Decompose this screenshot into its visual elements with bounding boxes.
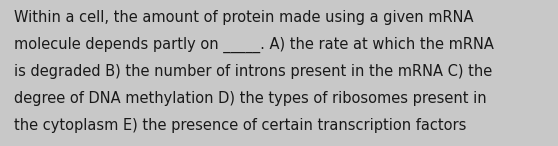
Text: molecule depends partly on _____. A) the rate at which the mRNA: molecule depends partly on _____. A) the… — [14, 37, 494, 53]
Text: degree of DNA methylation D) the types of ribosomes present in: degree of DNA methylation D) the types o… — [14, 91, 487, 106]
Text: is degraded B) the number of introns present in the mRNA C) the: is degraded B) the number of introns pre… — [14, 64, 492, 79]
Text: the cytoplasm E) the presence of certain transcription factors: the cytoplasm E) the presence of certain… — [14, 118, 466, 133]
Text: Within a cell, the amount of protein made using a given mRNA: Within a cell, the amount of protein mad… — [14, 10, 473, 25]
